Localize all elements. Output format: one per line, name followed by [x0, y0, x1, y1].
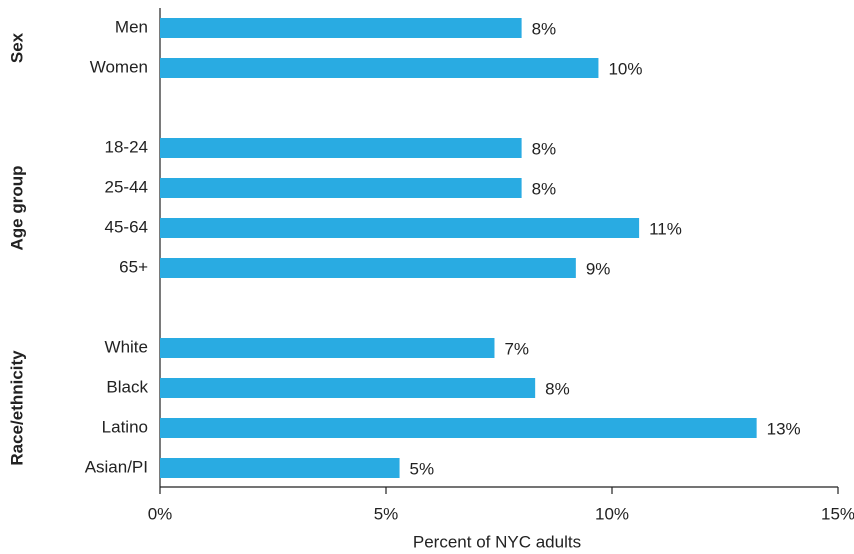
x-axis-title: Percent of NYC adults [413, 532, 581, 551]
value-label: 5% [410, 459, 435, 478]
y-tick-label: Men [115, 17, 148, 36]
y-tick-label: 45-64 [105, 217, 148, 236]
group-label: Age group [7, 166, 26, 251]
y-tick-label: 65+ [119, 257, 148, 276]
bar [160, 218, 640, 238]
bar [160, 178, 522, 198]
y-tick-label: Latino [102, 417, 148, 436]
group-label: Sex [7, 32, 26, 63]
bar [160, 138, 522, 158]
bar [160, 58, 599, 78]
bar [160, 258, 576, 278]
bar [160, 418, 757, 438]
group-label: Race/ethnicity [7, 350, 26, 466]
y-tick-label: Black [106, 377, 148, 396]
value-label: 8% [532, 19, 557, 38]
y-tick-label: 18-24 [105, 137, 148, 156]
x-tick-label: 10% [595, 504, 629, 523]
y-tick-label: Women [90, 57, 148, 76]
value-label: 7% [504, 339, 529, 358]
x-tick-label: 0% [148, 504, 173, 523]
value-label: 8% [532, 179, 557, 198]
x-tick-label: 15% [821, 504, 854, 523]
value-label: 13% [767, 419, 801, 438]
x-tick-label: 5% [374, 504, 399, 523]
value-label: 8% [532, 139, 557, 158]
value-label: 9% [586, 259, 611, 278]
bar [160, 338, 495, 358]
bar [160, 18, 522, 38]
y-tick-label: Asian/PI [85, 457, 148, 476]
y-tick-label: White [105, 337, 148, 356]
bar [160, 378, 536, 398]
value-label: 11% [649, 219, 682, 238]
value-label: 10% [608, 59, 642, 78]
y-tick-label: 25-44 [105, 177, 148, 196]
value-label: 8% [545, 379, 570, 398]
bar [160, 458, 400, 478]
